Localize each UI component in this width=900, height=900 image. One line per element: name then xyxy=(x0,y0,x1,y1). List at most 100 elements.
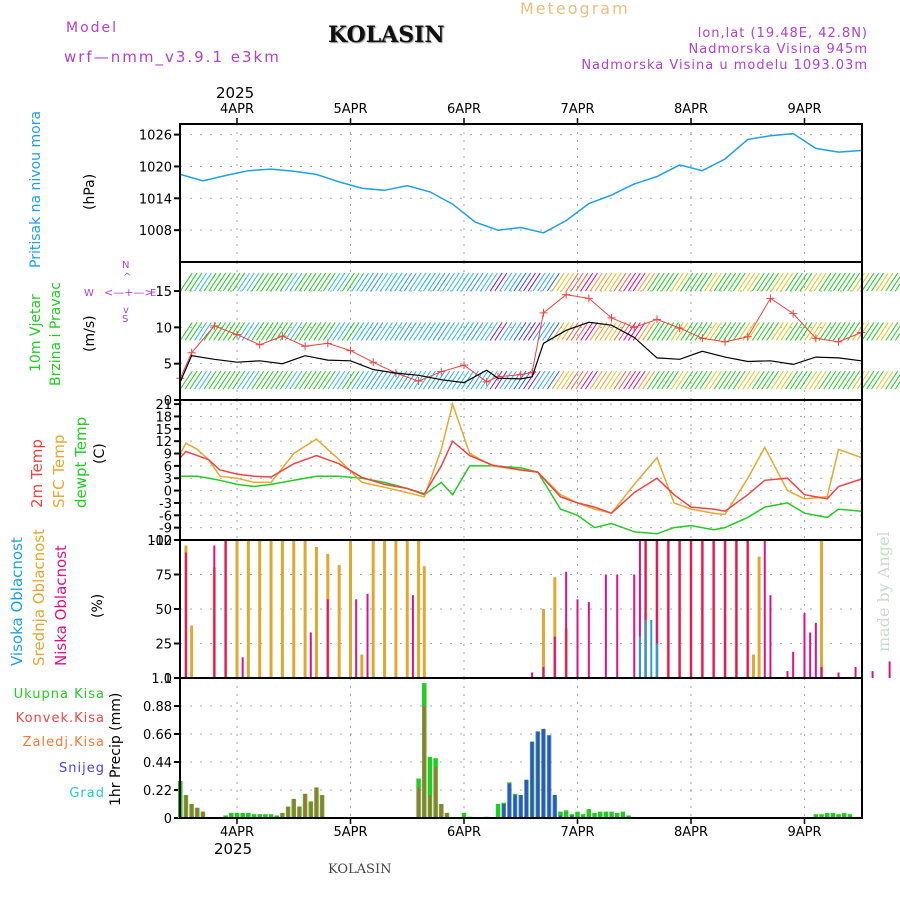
wind-barb xyxy=(232,370,246,390)
wind-barb xyxy=(646,322,660,341)
wind-barb xyxy=(637,272,651,292)
wind-barb xyxy=(356,322,370,341)
x-tick-label-bottom: 9APR xyxy=(787,825,821,840)
y-tick-label: 0.44 xyxy=(143,756,172,771)
precip-bar xyxy=(836,814,841,818)
precip-bar xyxy=(547,735,551,818)
wind-barb xyxy=(875,370,889,390)
panel-frame xyxy=(179,123,863,263)
wind-barb xyxy=(637,370,651,390)
wind-barb xyxy=(561,370,575,390)
wind-barb xyxy=(708,370,722,390)
wind-barb xyxy=(575,322,589,341)
cloud-bar xyxy=(633,574,636,678)
cloud-bar xyxy=(803,613,806,678)
wind-barb xyxy=(656,322,670,341)
precip-bar xyxy=(315,787,318,818)
precip-bar xyxy=(263,814,268,818)
cloud-bar xyxy=(371,540,375,678)
wind-barb xyxy=(670,322,684,341)
wind-barb xyxy=(718,272,732,292)
wind-barb xyxy=(518,322,532,341)
wind-barb xyxy=(751,322,765,341)
wind-barb xyxy=(747,370,760,390)
wind-barb xyxy=(637,322,651,341)
wind-barb xyxy=(427,370,441,390)
wind-barb xyxy=(756,272,770,292)
wind-barb xyxy=(842,370,856,390)
wind-barb xyxy=(656,272,670,292)
x-tick-label-top: 6APR xyxy=(447,102,481,117)
precip-bar xyxy=(461,812,467,818)
wind-barb xyxy=(732,370,746,390)
wind-barb xyxy=(894,381,900,390)
precip-bar xyxy=(536,731,540,818)
wind-barb xyxy=(232,272,246,292)
wind-barb xyxy=(866,370,880,390)
wind-barb xyxy=(875,322,889,341)
wind-barb xyxy=(799,322,813,341)
cloud-bar xyxy=(326,599,329,678)
wind-barb xyxy=(599,370,613,390)
precip-bar xyxy=(597,811,603,818)
wind-barb xyxy=(542,322,555,341)
y-tick-label: -3 xyxy=(159,497,172,512)
wind-barb xyxy=(632,272,646,292)
y-tick-label: 0.22 xyxy=(143,784,172,799)
wind-barb xyxy=(742,272,756,292)
wind-barb xyxy=(451,322,465,341)
wind-barb xyxy=(823,322,837,341)
wind-barb xyxy=(689,272,703,292)
wind-barb xyxy=(208,272,222,292)
wind-barb xyxy=(432,370,446,390)
wind-barb xyxy=(623,272,636,292)
wind-barb xyxy=(832,272,846,292)
precip-bar xyxy=(257,814,262,818)
wind-barb xyxy=(866,322,880,341)
wind-speed-line xyxy=(179,321,862,384)
wind-barb xyxy=(222,370,236,390)
wind-barb xyxy=(337,272,350,292)
wind-barb xyxy=(871,322,884,341)
wind-barb xyxy=(728,370,741,390)
wind-barb xyxy=(341,272,355,292)
wind-barb xyxy=(527,272,541,292)
wind-barb xyxy=(651,272,665,292)
wind-barb xyxy=(742,370,756,390)
wind-barb xyxy=(503,370,517,390)
precip-bar xyxy=(541,728,545,818)
wind-barb xyxy=(666,272,679,292)
wind-barb xyxy=(894,332,900,341)
wind-gust-marker xyxy=(516,370,525,379)
wind-gust-marker xyxy=(539,308,548,317)
wind-barb xyxy=(208,322,222,341)
wind-barb xyxy=(823,272,837,292)
wind-barb xyxy=(570,370,584,390)
legend-total-rain: Ukupna Kisa xyxy=(13,687,105,702)
wind-barb xyxy=(875,272,889,292)
precip-bar xyxy=(586,809,592,818)
x-tick-label-top: 4APR xyxy=(220,102,254,117)
wind-barb xyxy=(465,272,479,292)
precip-bar xyxy=(524,779,528,818)
cloud-bar xyxy=(678,540,681,678)
cloud-bar xyxy=(667,540,670,678)
wind-barb xyxy=(246,272,260,292)
wind-barb xyxy=(484,322,498,341)
wind-barb xyxy=(732,322,746,341)
cloud-bar xyxy=(792,651,795,678)
precip-bar xyxy=(240,812,245,818)
wind-barb xyxy=(880,322,894,341)
wind-barb xyxy=(890,275,900,292)
wind-barb xyxy=(523,272,536,292)
wind-barb xyxy=(527,370,541,390)
wind-barb xyxy=(289,370,303,390)
cloud-bar xyxy=(746,540,749,678)
wind-gust-marker xyxy=(437,367,446,376)
precip-bar xyxy=(495,804,501,818)
cloud-bar xyxy=(655,643,658,678)
cloud-bar xyxy=(786,671,789,678)
wind-barb xyxy=(365,272,379,292)
wind-barb xyxy=(871,272,884,292)
wind-barb xyxy=(689,370,703,390)
